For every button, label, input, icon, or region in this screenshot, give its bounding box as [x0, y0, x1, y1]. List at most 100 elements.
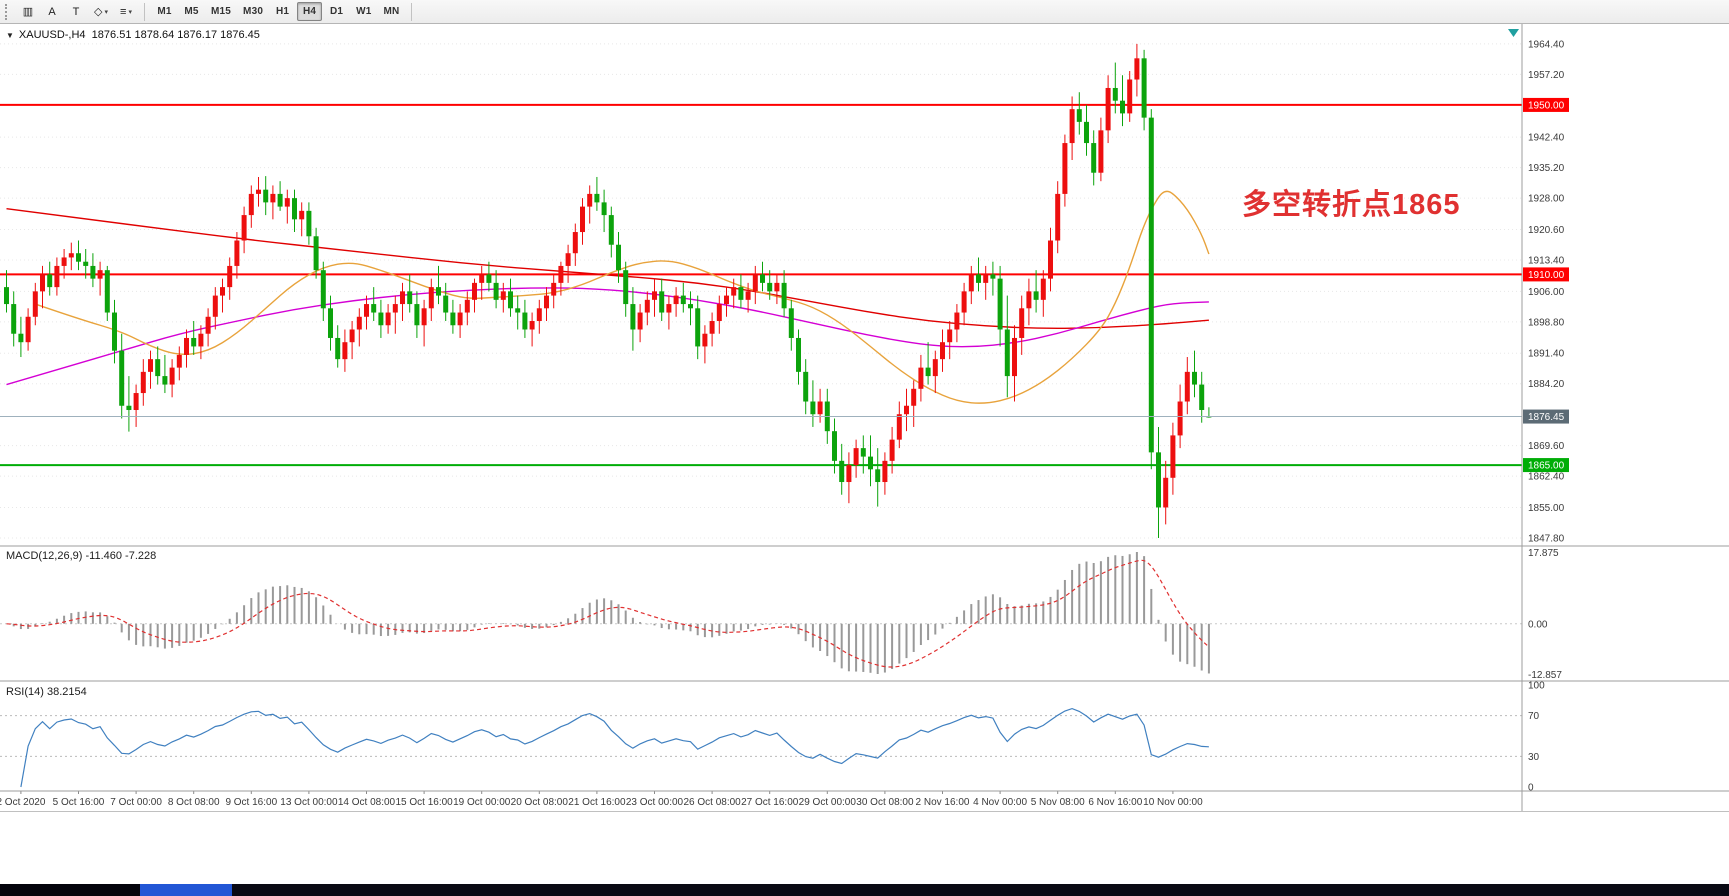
caret-down-icon: ▾ [128, 8, 132, 16]
svg-text:29 Oct 00:00: 29 Oct 00:00 [799, 797, 857, 808]
charts-tool-icon: ▥ [22, 6, 34, 18]
rsi-value: 38.2154 [46, 686, 87, 698]
svg-text:1942.40: 1942.40 [1528, 133, 1565, 144]
svg-text:100: 100 [1528, 681, 1545, 692]
svg-text:1876.45: 1876.45 [1528, 412, 1565, 423]
svg-text:8 Oct 08:00: 8 Oct 08:00 [168, 797, 220, 808]
candles [4, 43, 1212, 538]
timeframes-group: M1 M5 M15 M30 H1 H4 D1 W1 MN [152, 2, 404, 21]
rsi-indicator-label: RSI(14) 38.2154 [6, 686, 87, 698]
svg-text:1891.40: 1891.40 [1528, 349, 1565, 360]
timeframe-button-h1[interactable]: H1 [270, 2, 295, 21]
text-label-tool-button[interactable]: T [65, 2, 87, 21]
toolbar-separator [411, 2, 413, 21]
timeframe-button-mn[interactable]: MN [379, 2, 405, 21]
svg-text:30 Oct 08:00: 30 Oct 08:00 [856, 797, 914, 808]
more-tools-icon: ≡ [120, 5, 127, 18]
svg-text:30: 30 [1528, 752, 1540, 763]
text-tool-icon: A [48, 5, 56, 18]
ma-fast-orange [35, 190, 1210, 404]
svg-text:1928.00: 1928.00 [1528, 194, 1565, 205]
svg-text:1910.00: 1910.00 [1528, 270, 1565, 281]
macd-histogram [12, 552, 1210, 674]
time-axis[interactable] [0, 791, 1522, 812]
chart-menu-icon[interactable]: ▼ [6, 31, 14, 40]
svg-text:2 Oct 2020: 2 Oct 2020 [0, 797, 46, 808]
taskbar-segment [140, 884, 232, 896]
toolbar: ▥ A T ◇ ▾ ≡ ▾ M1 M5 M15 M30 H1 H4 D1 W1 MN [0, 0, 1729, 24]
svg-text:1935.20: 1935.20 [1528, 163, 1565, 174]
svg-text:1855.00: 1855.00 [1528, 503, 1565, 514]
timeframe-button-m1[interactable]: M1 [152, 2, 177, 21]
time-axis-labels: 2 Oct 2020 5 Oct 16:00 7 Oct 00:00 8 Oct 08… [0, 791, 1203, 808]
tools-group: ▥ A T ◇ ▾ ≡ ▾ [17, 2, 137, 21]
macd-name: MACD(12,26,9) [6, 550, 83, 562]
taskbar-segment [0, 884, 140, 896]
svg-text:9 Oct 16:00: 9 Oct 16:00 [225, 797, 277, 808]
svg-text:10 Nov 00:00: 10 Nov 00:00 [1143, 797, 1203, 808]
more-tools-button[interactable]: ≡ ▾ [115, 2, 137, 21]
chart-shift-marker-icon[interactable] [1508, 29, 1519, 37]
timeframe-button-m5[interactable]: M5 [179, 2, 204, 21]
price-grid [0, 43, 1522, 539]
symbol-period-label: XAUUSD-,H4 [18, 29, 86, 41]
objects-tool-icon: ◇ [94, 6, 103, 18]
price-badge-1910.00: 1910.00 [1523, 267, 1569, 282]
svg-text:1862.40: 1862.40 [1528, 472, 1565, 483]
charts-tool-button[interactable]: ▥ [17, 2, 39, 21]
svg-text:1847.80: 1847.80 [1528, 533, 1565, 544]
svg-text:26 Oct 08:00: 26 Oct 08:00 [683, 797, 741, 808]
toolbar-grip[interactable] [5, 3, 11, 20]
svg-text:1906.00: 1906.00 [1528, 287, 1565, 298]
macd-signal-line [6, 559, 1210, 668]
svg-text:6 Nov 16:00: 6 Nov 16:00 [1088, 797, 1142, 808]
svg-text:70: 70 [1528, 711, 1540, 722]
text-label-tool-icon: T [72, 5, 80, 18]
chart-text-annotation[interactable]: 多空转折点1865 [1242, 189, 1461, 221]
svg-text:21 Oct 16:00: 21 Oct 16:00 [568, 797, 626, 808]
svg-text:13 Oct 00:00: 13 Oct 00:00 [280, 797, 338, 808]
ohlc-values: 1876.51 1878.64 1876.17 1876.45 [91, 29, 260, 41]
objects-tool-button[interactable]: ◇ ▾ [89, 2, 113, 21]
svg-text:27 Oct 16:00: 27 Oct 16:00 [741, 797, 799, 808]
svg-text:1964.40: 1964.40 [1528, 39, 1565, 50]
taskbar-strip[interactable] [0, 884, 1729, 896]
toolbar-separator [143, 2, 145, 21]
chart-canvas[interactable]: 1964.40 1957.20 1950.00 1942.40 1935.20 1928.… [0, 24, 1729, 812]
svg-text:14 Oct 08:00: 14 Oct 08:00 [338, 797, 396, 808]
macd-indicator-label: MACD(12,26,9) -11.460 -7.228 [6, 550, 156, 562]
rsi-name: RSI(14) [6, 686, 44, 698]
macd-values: -11.460 -7.228 [85, 550, 157, 562]
svg-text:20 Oct 08:00: 20 Oct 08:00 [511, 797, 569, 808]
svg-text:4 Nov 00:00: 4 Nov 00:00 [973, 797, 1027, 808]
taskbar-segment [232, 884, 1729, 896]
timeframe-button-m30[interactable]: M30 [238, 2, 268, 21]
ma-long-red [6, 208, 1209, 330]
svg-text:0: 0 [1528, 783, 1534, 794]
price-badge-1865.00: 1865.00 [1523, 458, 1569, 473]
text-tool-button[interactable]: A [41, 2, 63, 21]
svg-text:5 Oct 16:00: 5 Oct 16:00 [53, 797, 105, 808]
svg-text:5 Nov 08:00: 5 Nov 08:00 [1031, 797, 1085, 808]
svg-text:0.00: 0.00 [1528, 619, 1548, 630]
price-badge-1950.00: 1950.00 [1523, 97, 1569, 112]
timeframe-button-m15[interactable]: M15 [206, 2, 236, 21]
svg-text:7 Oct 00:00: 7 Oct 00:00 [110, 797, 162, 808]
timeframe-button-h4[interactable]: H4 [297, 2, 323, 21]
svg-text:1869.60: 1869.60 [1528, 441, 1565, 452]
chart-title: ▼ XAUUSD-,H4 1876.51 1878.64 1876.17 1876… [6, 29, 260, 41]
svg-text:2 Nov 16:00: 2 Nov 16:00 [916, 797, 970, 808]
svg-text:1898.80: 1898.80 [1528, 317, 1565, 328]
svg-text:19 Oct 00:00: 19 Oct 00:00 [453, 797, 511, 808]
svg-text:1865.00: 1865.00 [1528, 461, 1565, 472]
timeframe-button-w1[interactable]: W1 [351, 2, 376, 21]
price-axis[interactable] [1522, 24, 1729, 791]
current-price-badge: 1876.45 [1523, 409, 1569, 424]
svg-text:17.875: 17.875 [1528, 548, 1559, 559]
price-axis-labels: 1964.40 1957.20 1950.00 1942.40 1935.20 1928.… [1528, 39, 1565, 544]
svg-text:1884.20: 1884.20 [1528, 379, 1565, 390]
timeframe-button-d1[interactable]: D1 [324, 2, 349, 21]
svg-text:-12.857: -12.857 [1528, 670, 1562, 681]
svg-text:1913.40: 1913.40 [1528, 256, 1565, 267]
